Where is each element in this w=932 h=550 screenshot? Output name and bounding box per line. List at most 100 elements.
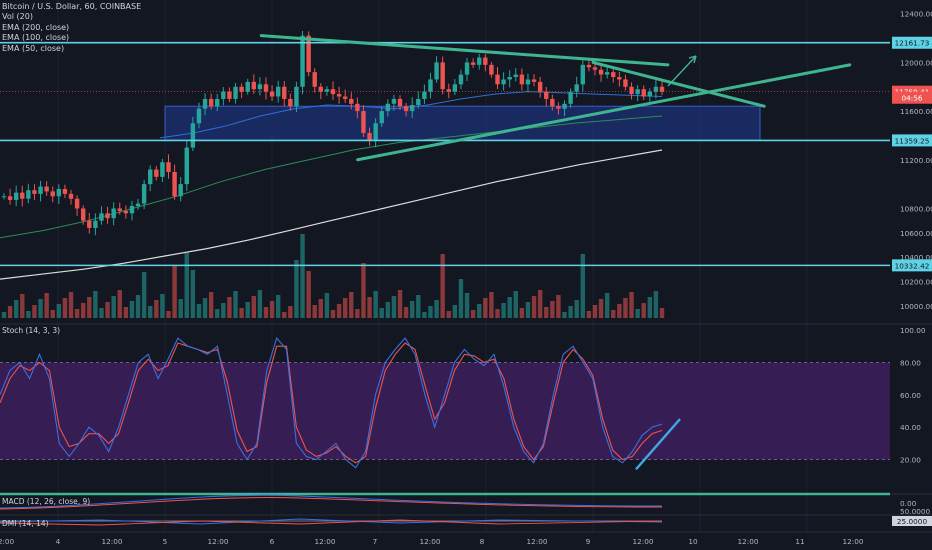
volume-bar [324,293,330,318]
support-zone [164,105,761,141]
candle-body [355,103,360,112]
volume-bar [184,253,189,318]
volume-bar [617,304,622,318]
candle-body [507,77,512,80]
time-tick: 4 [56,537,61,546]
candle-body [105,213,110,219]
volume-bar [336,304,342,318]
volume-bar [464,293,470,318]
dmi-pane [0,514,932,526]
candle-body [611,72,616,78]
stoch-label: Stoch (14, 3, 3) [2,326,61,335]
volume-bar [50,310,55,318]
volume-bar [568,306,573,318]
candle-body [604,72,610,75]
volume-bar [221,303,226,318]
candle-body [221,91,226,99]
volume-bar [330,310,336,318]
volume-bar [428,306,433,318]
symbol-title: Bitcoin / U.S. Dollar, 60, COINBASE [2,2,142,11]
candle-body [215,98,220,107]
time-tick: 12:00 [419,537,440,546]
volume-bar [416,295,421,318]
candle-body [519,74,525,85]
candle-body [202,98,208,109]
time-axis[interactable]: 2:00 4 12:00 5 12:00 6 12:00 7 12:00 8 12:00 9 12:00… [0,531,932,546]
volume-bar [556,295,561,318]
volume-bar [513,291,518,318]
volume-bar [117,290,122,318]
candle-body [434,62,439,80]
price-label-bg [892,36,932,49]
candle-body [300,35,305,87]
macd-tick: 0.00 [900,499,917,508]
time-tick: 12:00 [632,537,653,546]
volume-bar [81,303,86,318]
time-tick: 5 [163,537,168,546]
time-tick: 12:00 [101,537,122,546]
time-tick: 12:00 [737,537,758,546]
volume-bar [56,304,62,318]
volume-bar [312,305,317,318]
volume-bar [215,309,220,318]
volume-bar [269,301,275,318]
candle-body [470,62,476,65]
candle-body [148,169,153,185]
volume-bar [507,297,512,318]
volume-bar [300,234,305,318]
price-label-countdown: 04:56 [901,94,922,103]
volume-bar [306,271,311,318]
price-tick: 10200.00 [900,277,932,286]
dmi-plus [0,518,663,525]
candle-body [629,86,634,95]
dmi-label: DMI (14, 14) [2,519,49,528]
candle-body [117,208,122,211]
candle-body [99,213,104,221]
stoch-tick: 60.00 [900,391,921,400]
volume-bar [233,291,238,318]
candle-body [422,91,427,99]
legend-vol: Vol (20) [2,12,33,22]
volume-bar [251,296,256,318]
volume-bar [62,298,68,318]
volume-bar [489,292,494,318]
volume-bar [635,309,640,318]
trendline-lower [356,63,852,162]
trendline-short [591,60,766,108]
volume-bar [38,299,43,318]
volume-bar [196,304,202,318]
candle-body [336,94,342,97]
candle-body [294,86,299,107]
volume-bar [172,265,177,318]
candle-body [135,203,141,207]
candle-body [574,84,579,92]
volume-bar [403,307,409,318]
candle-body [306,35,311,73]
volume-bar [141,272,147,318]
candle-body [275,86,281,97]
candle-body [410,105,415,112]
candle-body [123,210,129,214]
time-tick: 8 [480,537,485,546]
candle-body [440,62,445,90]
stoch-d-line [0,342,663,464]
candle-body [1,196,7,198]
macd-line [0,494,663,509]
volume-bar [68,292,74,318]
volume-bar [20,294,25,318]
volume-bar [318,299,324,318]
volume-bar [531,296,537,318]
volume-bar [257,290,263,318]
breakout-arrow [667,55,697,87]
volume-bar [586,311,592,318]
time-tick: 12:00 [207,537,228,546]
volume-bar [93,291,98,318]
price-axis[interactable]: 12400.00 12000.00 11600.00 11200.00 10800.00… [892,10,932,526]
volume-bar [349,292,354,318]
candle-body [154,169,159,177]
volume-bar [355,309,360,318]
volume-bar [452,305,458,318]
volume-bar [154,300,159,318]
volume-bar [342,298,348,318]
